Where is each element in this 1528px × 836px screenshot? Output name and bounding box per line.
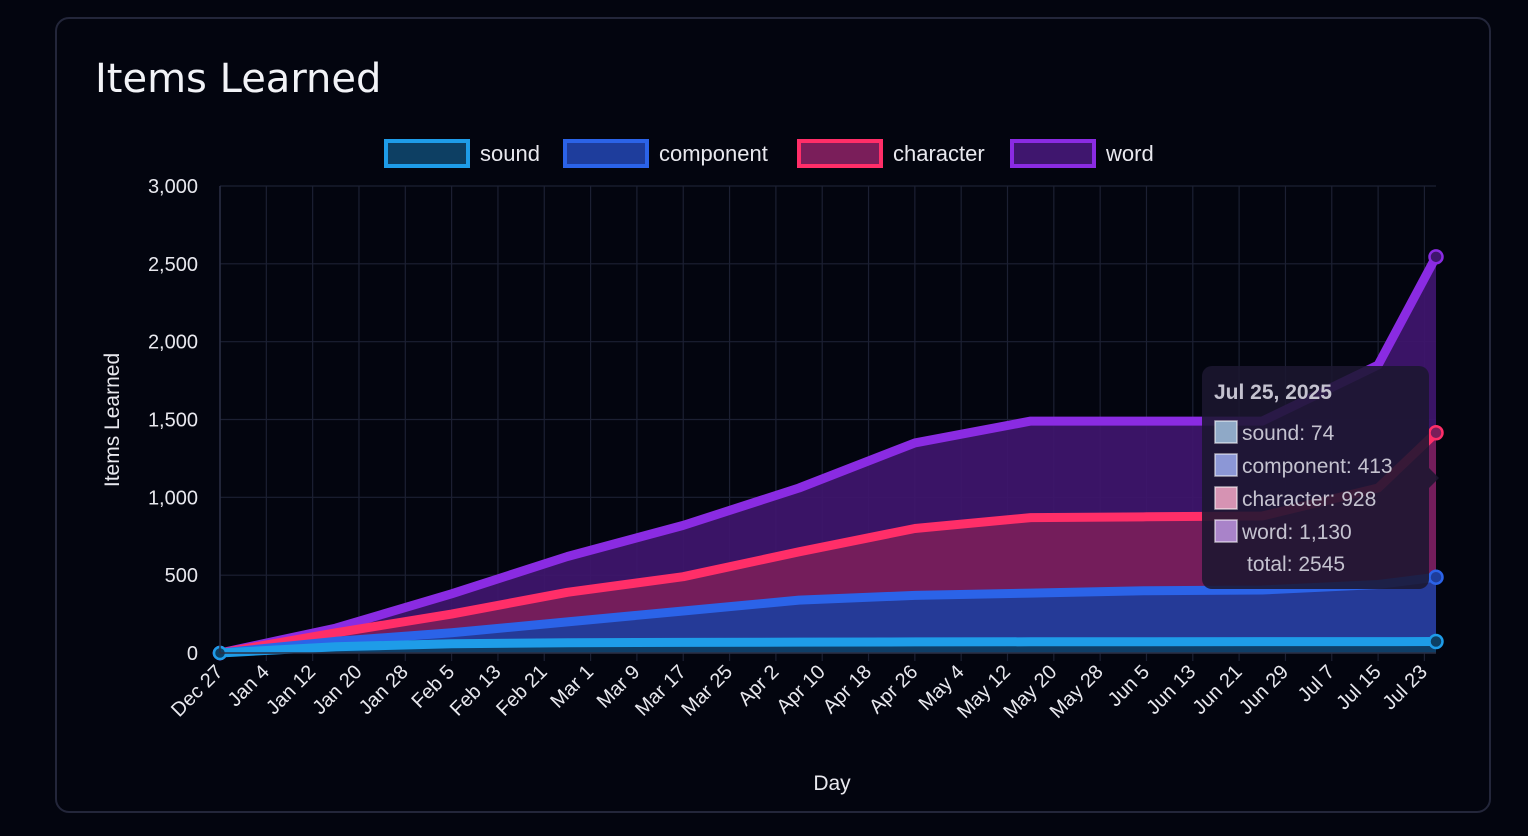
x-tick-label: Mar 17 <box>631 661 691 721</box>
x-tick-label: Jun 21 <box>1189 661 1247 719</box>
tooltip-caret <box>1429 468 1439 488</box>
tooltip-line: sound: 74 <box>1242 422 1335 445</box>
legend-item-character[interactable]: character <box>797 139 985 168</box>
legend-item-word[interactable]: word <box>1010 139 1154 168</box>
y-tick-label: 3,000 <box>148 176 198 198</box>
y-tick-label: 2,000 <box>148 332 198 354</box>
tooltip-line: character: 928 <box>1242 488 1376 511</box>
tooltip-swatch <box>1214 420 1238 444</box>
tooltip-swatch <box>1214 486 1238 510</box>
x-tick-label: Jul 15 <box>1332 661 1385 714</box>
y-tick-label: 0 <box>187 643 198 665</box>
x-tick-label: Feb 13 <box>446 661 506 721</box>
x-tick-label: Jan 20 <box>308 661 366 719</box>
y-tick-label: 2,500 <box>148 254 198 276</box>
legend-swatch-word <box>1010 139 1096 168</box>
legend: sound component character word <box>384 139 1154 168</box>
line-sound <box>215 637 1441 658</box>
line-component <box>215 572 1441 658</box>
legend-swatch-component <box>563 139 649 168</box>
x-tick-label: Jun 29 <box>1235 661 1293 719</box>
legend-item-component[interactable]: component <box>563 139 768 168</box>
x-tick-label: Jun 13 <box>1142 661 1200 719</box>
y-tick-label: 1,000 <box>148 487 198 509</box>
x-tick-label: Jan 28 <box>355 661 413 719</box>
y-tick-label: 1,500 <box>148 410 198 432</box>
tooltip-line: component: 413 <box>1242 455 1393 478</box>
point-sound-last <box>1428 633 1444 650</box>
legend-label-component: component <box>659 141 768 166</box>
x-tick-label: Dec 27 <box>167 661 227 721</box>
x-tick-label: Feb 21 <box>492 661 552 721</box>
tooltip-total: total: 2545 <box>1247 553 1345 576</box>
tooltip-swatch <box>1214 453 1238 477</box>
tooltip: Jul 25, 2025 sound: 74 component: 413 chara… <box>1202 366 1439 589</box>
tooltip-swatch <box>1214 519 1238 543</box>
y-tick-label: 500 <box>165 565 198 587</box>
area-component <box>220 577 1436 653</box>
x-axis-title: Day <box>813 772 851 795</box>
legend-swatch-character <box>797 139 883 168</box>
x-tick-label: Mar 1 <box>546 661 598 713</box>
point-component-last <box>1428 569 1444 585</box>
x-tick-label: Jan 12 <box>262 661 320 719</box>
x-tick-label: Apr 26 <box>865 661 922 718</box>
point-word-last <box>1428 249 1444 265</box>
point-character-last <box>1428 424 1444 441</box>
x-tick-label: Mar 25 <box>678 661 738 721</box>
series-areas <box>220 256 1436 653</box>
y-axis-title: Items Learned <box>101 353 124 487</box>
x-tick-label: Apr 18 <box>819 661 876 718</box>
x-tick-label: Jul 23 <box>1379 661 1432 714</box>
legend-swatch-sound <box>384 139 470 168</box>
x-tick-label: Apr 10 <box>773 661 830 718</box>
tooltip-line: word: 1,130 <box>1241 521 1352 544</box>
legend-label-character: character <box>893 141 985 166</box>
card-title: Items Learned <box>95 56 382 102</box>
legend-item-sound[interactable]: sound <box>384 139 540 168</box>
legend-label-sound: sound <box>480 141 540 166</box>
legend-label-word: word <box>1105 141 1154 166</box>
tooltip-box <box>1202 366 1429 589</box>
tooltip-date: Jul 25, 2025 <box>1214 381 1332 404</box>
